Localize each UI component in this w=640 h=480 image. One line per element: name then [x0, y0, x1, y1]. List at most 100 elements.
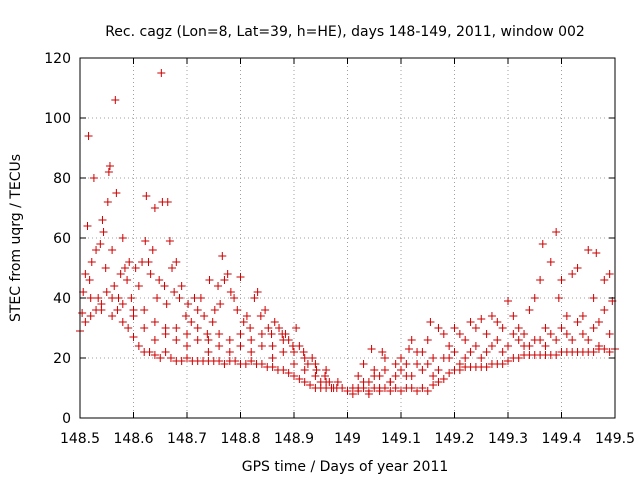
- data-point: [214, 282, 223, 290]
- data-point: [155, 276, 164, 284]
- data-point: [578, 312, 587, 320]
- data-point: [552, 351, 561, 359]
- data-point: [375, 372, 384, 380]
- x-tick-label: 149.4: [541, 431, 581, 447]
- data-point: [101, 264, 110, 272]
- data-point: [354, 387, 363, 395]
- data-point: [397, 387, 405, 395]
- data-point: [370, 384, 379, 392]
- data-point: [134, 282, 143, 290]
- data-point: [105, 162, 114, 170]
- data-point: [397, 366, 405, 374]
- data-point: [312, 366, 321, 374]
- data-point: [300, 354, 309, 362]
- data-point: [434, 378, 443, 386]
- data-point: [268, 363, 277, 371]
- data-point: [348, 384, 357, 392]
- data-point: [131, 264, 140, 272]
- data-point: [172, 258, 181, 266]
- data-point: [268, 354, 277, 362]
- data-point: [354, 372, 363, 380]
- data-point: [215, 342, 224, 350]
- data-point: [193, 324, 202, 332]
- data-point: [187, 318, 196, 326]
- data-point: [94, 294, 103, 302]
- data-point: [236, 342, 245, 350]
- data-point: [102, 288, 111, 296]
- data-point: [359, 384, 368, 392]
- data-point: [482, 363, 491, 371]
- data-point: [568, 336, 577, 344]
- data-point: [434, 324, 443, 332]
- data-point: [429, 354, 438, 362]
- data-point: [196, 294, 205, 302]
- data-point: [145, 348, 154, 356]
- data-point: [380, 384, 389, 392]
- data-point: [98, 216, 107, 224]
- data-point: [181, 312, 190, 320]
- data-point: [471, 324, 480, 332]
- data-point: [466, 348, 475, 356]
- data-point: [407, 372, 416, 380]
- data-point: [247, 348, 256, 356]
- data-point: [487, 342, 496, 350]
- data-point: [514, 324, 523, 332]
- data-point: [418, 384, 427, 392]
- data-point: [600, 276, 609, 284]
- data-point: [554, 294, 563, 302]
- data-point: [225, 336, 234, 344]
- data-point: [256, 312, 265, 320]
- x-tick-label: 148.7: [167, 431, 207, 447]
- data-point: [112, 189, 121, 197]
- data-point: [308, 354, 317, 362]
- data-point: [509, 330, 518, 338]
- data-point: [520, 342, 529, 350]
- data-point: [247, 336, 256, 344]
- data-point: [562, 312, 571, 320]
- data-point: [562, 330, 571, 338]
- data-point: [573, 264, 582, 272]
- data-point: [127, 294, 136, 302]
- y-tick-label: 120: [44, 51, 71, 67]
- data-point: [261, 306, 270, 314]
- data-point: [311, 360, 320, 368]
- data-point: [514, 354, 523, 362]
- data-point: [405, 345, 414, 353]
- x-axis-label: GPS time / Days of year 2011: [242, 459, 449, 475]
- data-point: [380, 366, 389, 374]
- data-points: [76, 69, 619, 398]
- data-point: [568, 270, 577, 278]
- data-point: [386, 378, 395, 386]
- data-point: [498, 360, 507, 368]
- data-point: [477, 354, 486, 362]
- data-point: [367, 345, 376, 353]
- data-point: [215, 357, 224, 365]
- data-point: [407, 336, 416, 344]
- x-tick-label: 148.6: [113, 431, 153, 447]
- data-point: [418, 366, 427, 374]
- data-point: [81, 270, 90, 278]
- data-point: [311, 372, 320, 380]
- data-point: [402, 360, 411, 368]
- data-point: [455, 330, 464, 338]
- data-point: [605, 270, 614, 278]
- data-point: [450, 324, 459, 332]
- data-point: [215, 330, 224, 338]
- data-point: [220, 276, 229, 284]
- data-point: [445, 342, 454, 350]
- data-point: [108, 294, 117, 302]
- data-point: [322, 378, 331, 386]
- data-point: [391, 372, 400, 380]
- data-point: [589, 294, 598, 302]
- data-point: [391, 384, 400, 392]
- data-point: [299, 348, 308, 356]
- data-point: [124, 324, 133, 332]
- data-point: [557, 324, 566, 332]
- y-tick-label: 60: [53, 231, 71, 247]
- data-point: [233, 306, 242, 314]
- data-point: [530, 294, 539, 302]
- data-point: [161, 348, 170, 356]
- data-point: [295, 342, 304, 350]
- data-point: [241, 360, 250, 368]
